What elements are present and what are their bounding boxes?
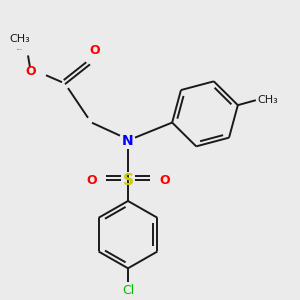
Text: CH₃: CH₃	[10, 34, 30, 44]
Text: CH₃: CH₃	[258, 95, 279, 105]
Text: O: O	[159, 174, 169, 187]
Text: Cl: Cl	[122, 284, 134, 297]
Text: N: N	[122, 134, 134, 148]
Text: O: O	[26, 65, 36, 78]
Text: S: S	[122, 173, 134, 188]
Text: O: O	[90, 44, 100, 57]
Text: O: O	[86, 174, 97, 187]
Text: methoxy: methoxy	[17, 48, 23, 50]
